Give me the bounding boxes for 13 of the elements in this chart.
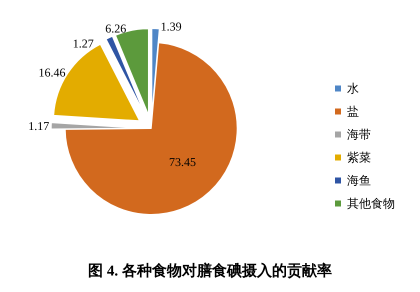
legend-label: 其他食物 (347, 196, 395, 210)
data-label: 16.46 (38, 66, 66, 80)
data-label: 1.27 (72, 36, 94, 50)
legend-label: 紫菜 (347, 150, 371, 164)
data-label: 6.26 (105, 21, 126, 36)
legend-label: 水 (347, 82, 359, 96)
data-label: 1.39 (160, 20, 182, 34)
text: 图 4. 各种食物对膳食碘摄入的贡献率 (88, 262, 332, 280)
data-label: 1.17 (28, 118, 50, 133)
legend-label: 盐 (347, 104, 359, 118)
legend-label: 海带 (347, 128, 371, 142)
legend-label: 海鱼 (347, 174, 371, 188)
data-label: 73.45 (168, 155, 196, 170)
